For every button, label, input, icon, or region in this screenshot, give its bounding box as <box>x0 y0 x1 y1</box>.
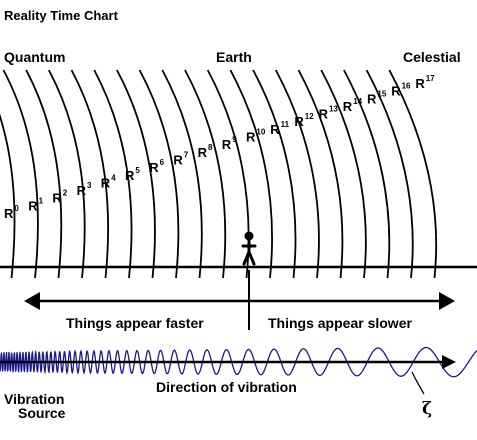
reality-label-superscript: 3 <box>87 181 92 190</box>
reality-label-base: R <box>77 183 87 198</box>
reality-label-base: R <box>173 153 183 168</box>
slower-label: Things appear slower <box>268 315 412 331</box>
reality-label-superscript: 14 <box>353 97 362 106</box>
reality-label-base: R <box>28 198 38 213</box>
reality-label-superscript: 11 <box>281 120 290 129</box>
reality-label-superscript: 4 <box>111 173 116 182</box>
reality-label-base: R <box>319 107 329 122</box>
zeta-pointer <box>411 371 425 395</box>
reality-arc <box>275 69 320 279</box>
reality-arcs <box>0 69 438 279</box>
reality-label-9: R9 <box>222 135 237 152</box>
reality-arc <box>252 69 297 279</box>
reality-label-base: R <box>294 114 304 129</box>
reality-label-base: R <box>101 175 111 190</box>
reality-arc <box>70 69 110 279</box>
reality-arc <box>229 69 273 279</box>
chart-title: Reality Time Chart <box>4 8 119 23</box>
reality-label-7: R7 <box>173 151 188 168</box>
reality-label-11: R11 <box>270 120 289 137</box>
reality-label-base: R <box>343 99 353 114</box>
reality-label-base: R <box>270 122 280 137</box>
reality-arc <box>388 69 438 279</box>
reality-label-base: R <box>52 191 62 206</box>
direction-label: Direction of vibration <box>156 379 297 395</box>
reality-arc <box>320 69 367 279</box>
faster-label: Things appear faster <box>66 315 204 331</box>
region-label-celestial: Celestial <box>403 49 461 65</box>
reality-label-0: R0 <box>4 204 19 221</box>
vibration-wave <box>0 346 477 378</box>
reality-label-superscript: 13 <box>329 105 338 114</box>
reality-label-16: R16 <box>391 82 411 99</box>
region-label-quantum: Quantum <box>4 49 65 65</box>
reality-arc <box>161 69 203 279</box>
reality-label-superscript: 17 <box>426 74 435 83</box>
reality-label-superscript: 0 <box>14 204 19 213</box>
reality-label-base: R <box>391 84 401 99</box>
reality-label-base: R <box>198 145 208 160</box>
speed-double-arrow <box>24 292 455 310</box>
reality-label-5: R5 <box>125 166 140 183</box>
reality-arc <box>25 69 63 279</box>
reality-label-2: R2 <box>52 189 67 206</box>
reality-labels: R0 R1 R2 R3 R4 R5 R6 R7 R8 R9 R10 R11 R12 R13 R14 R15 R1… <box>4 74 435 221</box>
reality-label-3: R3 <box>77 181 92 198</box>
person-figure <box>241 231 257 266</box>
reality-label-base: R <box>222 137 232 152</box>
reality-label-4: R4 <box>101 173 116 190</box>
reality-label-superscript: 15 <box>377 89 386 98</box>
reality-arc <box>297 69 344 279</box>
reality-label-12: R12 <box>294 112 314 129</box>
reality-arc <box>365 69 414 279</box>
reality-label-14: R14 <box>343 97 363 114</box>
reality-arc <box>184 69 227 279</box>
reality-arc <box>343 69 391 279</box>
reality-label-superscript: 9 <box>232 135 237 144</box>
reality-label-15: R15 <box>367 89 387 106</box>
reality-label-superscript: 5 <box>135 166 140 175</box>
reality-label-base: R <box>246 130 256 145</box>
reality-arc <box>0 113 16 279</box>
reality-label-superscript: 7 <box>184 151 189 160</box>
reality-label-superscript: 16 <box>402 82 411 91</box>
reality-label-base: R <box>367 91 377 106</box>
vibration-source-label-line2: Source <box>18 405 66 421</box>
reality-label-superscript: 6 <box>160 158 165 167</box>
reality-label-base: R <box>149 160 159 175</box>
reality-label-superscript: 12 <box>305 112 314 121</box>
reality-arc <box>138 69 180 279</box>
zeta-symbol: ζ <box>422 399 432 419</box>
reality-label-superscript: 8 <box>208 143 213 152</box>
reality-arc <box>93 69 133 279</box>
reality-arc <box>48 69 86 279</box>
reality-label-1: R1 <box>28 196 43 213</box>
region-label-earth: Earth <box>216 49 252 65</box>
reality-label-10: R10 <box>246 128 266 145</box>
reality-arc <box>2 69 39 279</box>
reality-label-superscript: 2 <box>63 189 68 198</box>
reality-label-superscript: 1 <box>39 196 44 205</box>
reality-label-base: R <box>4 206 14 221</box>
reality-label-base: R <box>125 168 135 183</box>
reality-label-17: R17 <box>415 74 435 91</box>
reality-label-6: R6 <box>149 158 164 175</box>
reality-label-superscript: 10 <box>256 128 265 137</box>
reality-label-8: R8 <box>198 143 213 160</box>
vibration-source-label-line1: Vibration <box>4 391 64 407</box>
reality-label-base: R <box>415 76 425 91</box>
reality-arc <box>116 69 156 279</box>
reality-label-13: R13 <box>319 105 339 122</box>
